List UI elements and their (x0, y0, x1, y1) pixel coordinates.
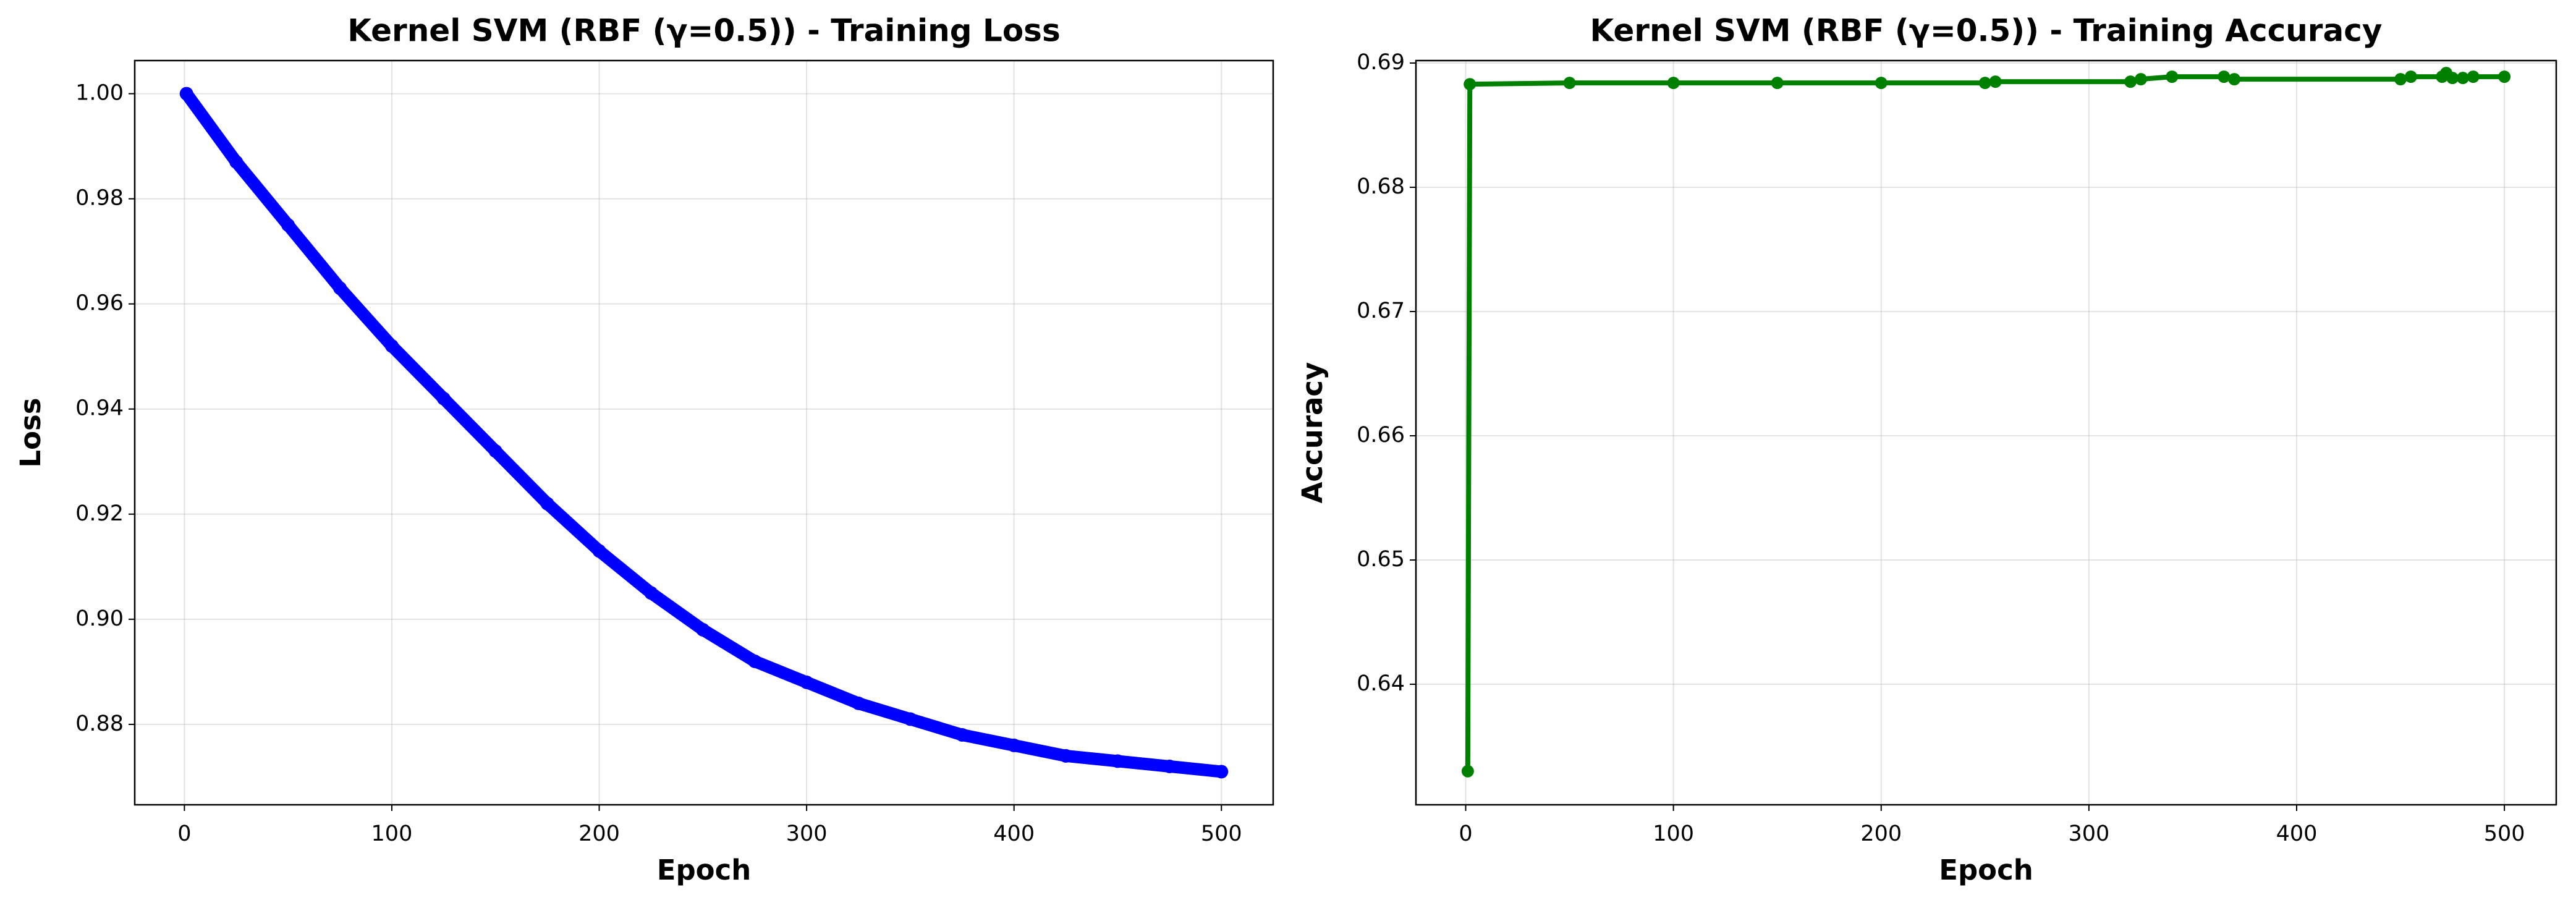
y-tick-label: 0.94 (75, 396, 124, 421)
data-point (2467, 70, 2480, 83)
x-tick-label: 400 (2276, 821, 2318, 846)
y-tick-label: 0.64 (1357, 671, 1405, 696)
data-point (540, 496, 554, 511)
x-tick-label: 100 (1653, 821, 1694, 846)
x-tick-label: 300 (786, 821, 828, 846)
y-tick-label: 0.90 (75, 606, 124, 631)
data-point (2404, 70, 2417, 83)
data-point (1111, 754, 1125, 768)
data-point (1667, 77, 1680, 90)
chart-title: Kernel SVM (RBF (γ=0.5)) - Training Accu… (1590, 13, 2383, 49)
x-tick-label: 200 (578, 821, 620, 846)
plot-frame (133, 59, 1274, 806)
data-point (2456, 72, 2469, 85)
data-line (1465, 70, 2507, 774)
data-point (436, 391, 451, 405)
data-point (1461, 765, 1474, 778)
data-point (955, 728, 969, 742)
y-tick-label: 0.67 (1357, 299, 1405, 323)
data-point (903, 712, 917, 726)
x-tick-label: 500 (2484, 821, 2525, 846)
y-tick-label: 0.88 (75, 711, 124, 736)
x-tick-label: 200 (1860, 821, 1902, 846)
data-point (1875, 77, 1888, 90)
plot-frame (1415, 59, 2557, 806)
data-point (1007, 738, 1021, 752)
y-tick-label: 0.69 (1357, 50, 1405, 75)
x-tick-label: 500 (1201, 821, 1242, 846)
x-tick-label: 300 (2068, 821, 2109, 846)
data-point (1989, 75, 2002, 88)
data-point (384, 339, 399, 353)
y-tick-label: 0.92 (75, 501, 124, 526)
x-tick-label: 400 (993, 821, 1035, 846)
data-point (852, 696, 866, 710)
x-axis-label: Epoch (657, 854, 752, 886)
data-point (1563, 77, 1576, 90)
data-point (2134, 73, 2147, 86)
x-tick-label: 0 (1459, 821, 1472, 846)
data-point (179, 87, 193, 101)
data-point (2166, 70, 2179, 83)
y-axis-label: Loss (14, 397, 47, 467)
x-axis-label: Epoch (1939, 854, 2033, 886)
data-line (180, 87, 1228, 778)
data-point (644, 586, 658, 600)
data-point (1771, 77, 1784, 90)
x-tick-label: 100 (371, 821, 413, 846)
data-point (333, 281, 347, 295)
data-point (488, 444, 502, 458)
data-point (592, 544, 606, 558)
y-tick-label: 0.96 (75, 291, 124, 316)
data-point (1059, 749, 1073, 763)
x-tick-label: 0 (177, 821, 191, 846)
data-point (696, 622, 710, 637)
data-point (2394, 73, 2407, 86)
y-tick-label: 0.68 (1357, 174, 1405, 199)
data-point (2446, 72, 2459, 85)
data-point (229, 155, 244, 169)
data-point (1214, 765, 1229, 779)
data-point (1163, 759, 1177, 773)
y-tick-label: 0.66 (1357, 423, 1405, 448)
data-point (2498, 70, 2511, 83)
data-point (1464, 78, 1477, 91)
y-axis-label: Accuracy (1296, 362, 1329, 504)
data-point (748, 654, 762, 668)
y-tick-label: 1.00 (75, 81, 124, 106)
data-point (281, 218, 295, 232)
y-tick-label: 0.65 (1357, 547, 1405, 572)
chart-title: Kernel SVM (RBF (γ=0.5)) - Training Loss (347, 13, 1060, 49)
data-point (2124, 75, 2137, 88)
data-point (800, 675, 814, 689)
data-point (1978, 77, 1991, 90)
data-point (2218, 70, 2231, 83)
data-point (2228, 73, 2241, 86)
y-tick-label: 0.98 (75, 186, 124, 211)
